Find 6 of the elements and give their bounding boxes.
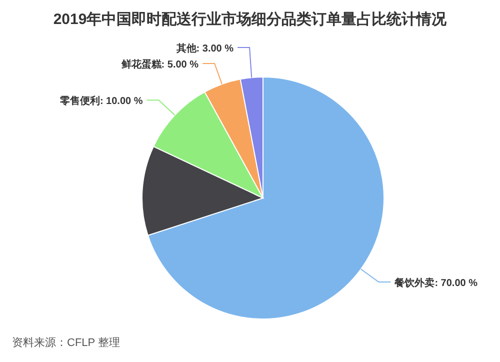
chart-title: 2019年中国即时配送行业市场细分品类订单量占比统计情况	[53, 10, 448, 28]
text: 资料来源：CFLP 整理	[12, 336, 120, 349]
slice-label: 鲜花蛋糕: 5.00 %	[120, 58, 199, 70]
slice-label: 其他: 3.00 %	[175, 42, 234, 54]
slice-label: 餐饮外卖: 70.00 %	[394, 277, 478, 290]
slice-label: 零售便利: 10.00 %	[58, 95, 143, 108]
